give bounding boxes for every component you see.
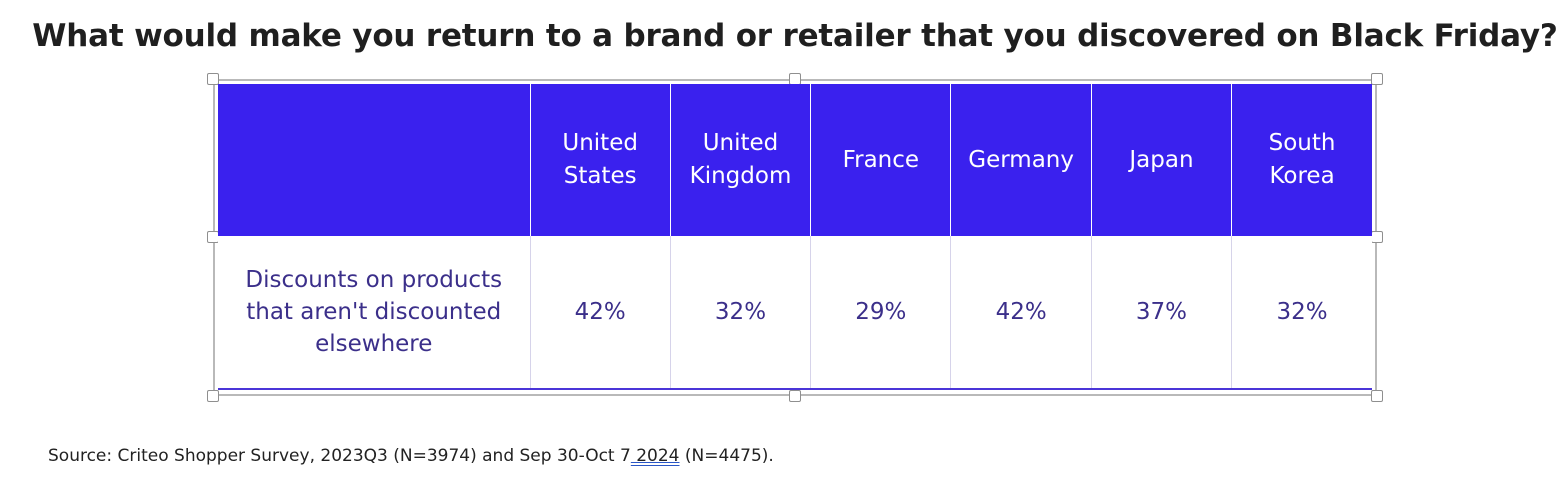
header-cell-line: South [1268,130,1336,156]
value-cell-united-kingdom[interactable]: 32% [669,236,811,390]
resize-handle-top-left[interactable] [207,73,219,85]
spellcheck-flagged-text[interactable]: 2024 [630,446,680,466]
header-cell-line: States [563,163,637,189]
row-label-line: that aren't discounted [246,299,502,325]
source-note[interactable]: Source: Criteo Shopper Survey, 2023Q3 (N… [48,446,774,466]
header-cell-united-states[interactable]: United States [529,84,671,236]
header-cell-south-korea[interactable]: South Korea [1231,84,1372,236]
source-text: Source: Criteo Shopper Survey, 2023Q3 (N… [48,446,631,466]
survey-table[interactable]: United States United Kingdom France Germ… [218,84,1372,391]
header-cell-germany[interactable]: Germany [950,84,1092,236]
row-label-line: elsewhere [315,331,433,357]
row-label-cell[interactable]: Discounts on products that aren't discou… [218,236,530,390]
source-text-end: (N=4475). [679,446,774,466]
value-cell-germany[interactable]: 42% [950,236,1092,390]
header-cell-line: Kingdom [689,163,792,189]
table-row: Discounts on products that aren't discou… [218,236,1372,390]
header-cell-line: France [842,146,920,173]
value-cell-south-korea[interactable]: 32% [1231,236,1372,390]
header-cell-france[interactable]: France [810,84,951,236]
resize-handle-middle-right[interactable] [1371,231,1383,243]
header-corner-cell[interactable] [218,84,530,236]
resize-handle-top-right[interactable] [1371,73,1383,85]
header-cell-line: United [702,130,779,156]
row-label-line: Discounts on products [245,267,503,293]
header-cell-line: United [562,130,638,156]
resize-handle-bottom-right[interactable] [1371,390,1383,402]
header-cell-united-kingdom[interactable]: United Kingdom [669,84,811,236]
header-cell-japan[interactable]: Japan [1090,84,1232,236]
table-header-row: United States United Kingdom France Germ… [218,84,1372,236]
value-cell-japan[interactable]: 37% [1090,236,1232,390]
header-cell-line: Japan [1129,146,1194,173]
slide-title: What would make you return to a brand or… [32,18,1558,54]
value-cell-united-states[interactable]: 42% [529,236,671,390]
header-cell-line: Korea [1269,163,1335,189]
value-cell-france[interactable]: 29% [810,236,951,390]
resize-handle-bottom-left[interactable] [207,390,219,402]
header-cell-line: Germany [968,146,1074,173]
resize-handle-bottom-center[interactable] [789,390,801,402]
